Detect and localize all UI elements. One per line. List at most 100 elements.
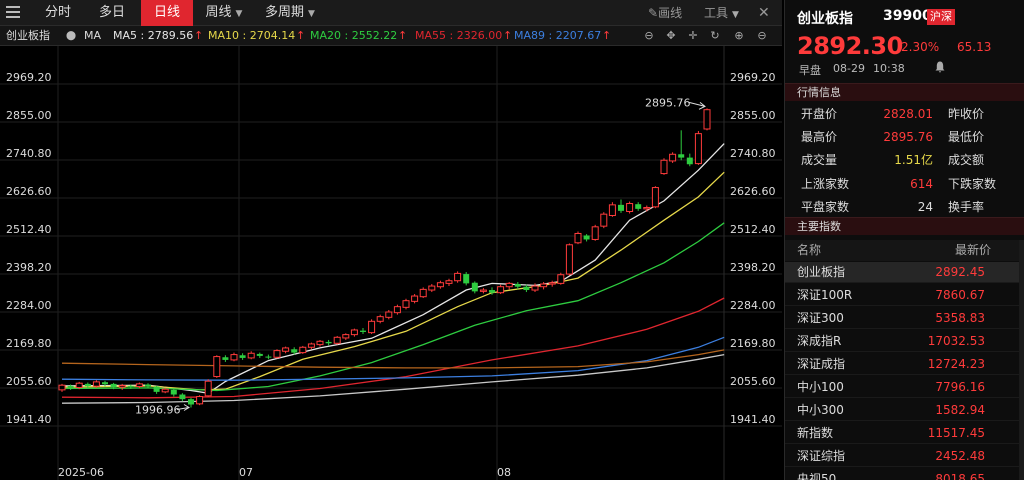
market-info-row: 最高价 2895.76 最低价 — [785, 126, 1024, 149]
col-price: 最新价 — [954, 243, 991, 257]
ma-item: MA89 : 2207.67 — [514, 29, 602, 42]
candle-body-down — [188, 399, 194, 405]
index-list-row[interactable]: 创业板指 2892.45 — [785, 262, 1019, 283]
draw-line-button[interactable]: ✎画线 — [648, 0, 682, 26]
major-index-header: 名称 最新价 — [785, 240, 1024, 261]
tab-daily[interactable]: 日线 — [141, 0, 193, 26]
info-value: 614 — [910, 177, 933, 191]
zoom-out-icon[interactable]: ⊖ — [644, 29, 654, 42]
y-tick-label-right: 2969.20 — [730, 71, 776, 84]
candle-body-down — [145, 384, 151, 387]
bell-icon[interactable] — [935, 61, 945, 73]
candle-body-up — [350, 329, 358, 336]
candle-body-up — [591, 226, 599, 240]
tab-multi-day[interactable]: 多日 — [98, 5, 125, 20]
candle-body-down — [678, 154, 685, 158]
info-value: 24 — [917, 200, 933, 214]
move-icon[interactable]: ✥ — [666, 29, 676, 42]
y-tick-label-right: 2740.80 — [730, 147, 776, 160]
candle-body-up — [135, 383, 143, 388]
close-icon[interactable]: ✕ — [758, 5, 770, 21]
zoom-in-icon[interactable]: ⊕ — [734, 29, 744, 42]
info-label: 最高价 — [801, 130, 838, 144]
up-arrow-icon: ↑ — [398, 29, 408, 42]
y-tick-label-left: 2855.00 — [6, 109, 52, 122]
tab-weekly[interactable]: 周线 ▼ — [196, 0, 252, 26]
candle-body-up — [694, 133, 702, 165]
index-list-row[interactable]: 深证成指 12724.23 — [785, 354, 1019, 375]
index-list-row[interactable]: 深证综指 2452.48 — [785, 446, 1019, 467]
last-price: 2892.30 — [797, 32, 903, 60]
candle-body-down — [686, 157, 693, 165]
tab-multi-period[interactable]: 多周期 ▼ — [254, 0, 326, 26]
candle-body-up — [608, 204, 616, 217]
candle-body-up — [505, 282, 513, 288]
market-info-row: 平盘家数 24 换手率 — [785, 196, 1024, 219]
ma-settings-icon[interactable]: ⬤ — [66, 31, 77, 41]
index-row-price: 8018.65 — [935, 472, 985, 480]
index-list-row[interactable]: 深证300 5358.83 — [785, 308, 1019, 329]
ma-indicator-bar: 创业板指 ⬤ MA MA5 : 2789.56 ↑ MA10 : 2704.14 ↑ M… — [0, 26, 782, 46]
list-scrollbar[interactable] — [1019, 240, 1024, 480]
draw-line-label: 画线 — [658, 6, 683, 20]
candle-body-up — [445, 280, 453, 284]
candle-body-up — [118, 385, 126, 388]
x-tick-label: 08 — [497, 466, 511, 479]
candle-body-up — [643, 207, 651, 210]
candle-body-down — [583, 235, 590, 240]
candle-body-up — [703, 109, 711, 130]
info-label: 上涨家数 — [801, 177, 850, 191]
ma-line-ma89 — [61, 336, 725, 381]
market-info-title: 行情信息 — [785, 83, 1024, 101]
candle-body-down — [463, 274, 470, 284]
info-label: 成交量 — [801, 153, 838, 167]
index-list-row[interactable]: 深证100R 7860.67 — [785, 285, 1019, 306]
candle-body-down — [222, 357, 229, 360]
high-arrow-icon — [688, 101, 706, 110]
index-name: 创业板指 — [797, 11, 853, 27]
candle-body-up — [75, 382, 83, 389]
candle-body-down — [170, 389, 177, 395]
info-label: 平盘家数 — [801, 200, 850, 214]
candle-body-up — [600, 213, 608, 227]
menu-icon[interactable] — [6, 6, 20, 18]
tab-weekly-label: 周线 — [205, 5, 232, 20]
candle-body-up — [497, 286, 505, 294]
y-tick-label-left: 2626.60 — [6, 185, 52, 198]
y-tick-label-left: 2398.20 — [6, 261, 52, 274]
tab-timeshare[interactable]: 分时 — [44, 5, 71, 20]
index-list-row[interactable]: 央视50 8018.65 — [785, 469, 1019, 480]
index-row-price: 1582.94 — [935, 403, 985, 417]
index-row-name: 新指数 — [797, 426, 834, 440]
ma-item: MA5 : 2789.56 — [113, 29, 194, 42]
tab-multi-period-label: 多周期 — [265, 5, 305, 20]
x-tick-label: 2025-06 — [58, 466, 104, 479]
change-percent: 2.30% — [901, 40, 940, 54]
candle-body-up — [479, 289, 487, 292]
index-list-row[interactable]: 中小300 1582.94 — [785, 400, 1019, 421]
y-tick-label-left: 2284.00 — [6, 299, 52, 312]
index-row-name: 央视50 — [797, 472, 837, 480]
session-label: 早盘 — [799, 64, 821, 77]
index-list-row[interactable]: 深成指R 17032.53 — [785, 331, 1019, 352]
index-list-row[interactable]: 新指数 11517.45 — [785, 423, 1019, 444]
candle-body-down — [127, 385, 134, 387]
candle-body-down — [265, 356, 272, 358]
refresh-icon[interactable]: ↻ — [710, 29, 720, 42]
zoom-out-icon-2[interactable]: ⊖ — [757, 29, 767, 42]
candle-body-up — [419, 288, 427, 298]
index-list-row[interactable]: 中小100 7796.16 — [785, 377, 1019, 398]
candle-body-down — [291, 349, 298, 353]
period-tab-bar: 分时 多日 日线 周线 ▼ 多周期 ▼ ✎画线 工具 ▼ ✕ — [0, 0, 782, 26]
candle-body-up — [531, 285, 539, 291]
candle-body-up — [548, 282, 556, 285]
tools-label: 工具 — [704, 6, 729, 20]
y-tick-label-left: 2512.40 — [6, 223, 52, 236]
candle-body-up — [565, 244, 573, 275]
kline-chart[interactable]: 2969.20 2969.20 2855.00 2855.00 2740.80 2740.… — [0, 46, 782, 480]
market-info-row: 上涨家数 614 下跌家数 — [785, 173, 1024, 196]
y-tick-label-right: 2169.80 — [730, 337, 776, 350]
tools-button[interactable]: 工具 ▼ — [704, 0, 739, 26]
market-badge: 沪深 — [927, 9, 955, 25]
crosshair-icon[interactable]: ✛ — [688, 29, 698, 42]
